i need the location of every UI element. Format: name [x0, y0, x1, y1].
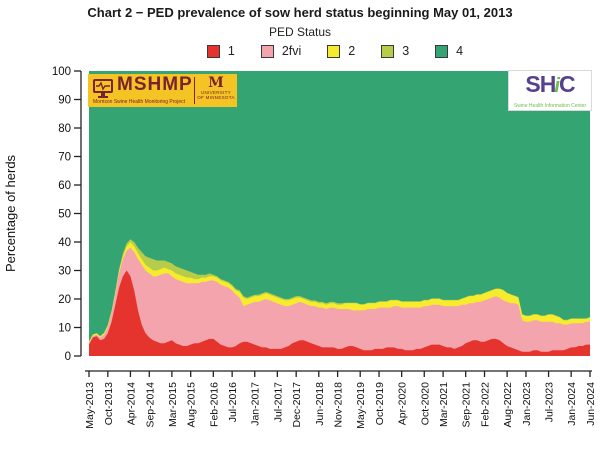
y-axis-tick-label: 100 — [52, 66, 71, 78]
x-axis-tick-label: Sep-2014 — [144, 382, 156, 428]
y-axis-tick-label: 90 — [58, 95, 71, 107]
y-axis-tick-label: 10 — [58, 323, 71, 335]
x-axis-tick-label: Jan-2024 — [566, 382, 578, 426]
legend-item-status-2fvi: 2fvi — [260, 44, 302, 58]
mshmp-acronym: MSHMP — [117, 74, 193, 95]
x-axis-tick-label: Oct-2019 — [374, 382, 386, 425]
y-axis-tick-label: 40 — [58, 237, 71, 249]
legend-label: 4 — [456, 44, 464, 58]
umn-text-line2: of Minnesota — [197, 95, 235, 100]
mshmp-divider — [194, 77, 195, 104]
legend-item-status-3: 3 — [381, 44, 409, 58]
x-axis-tick-label: Apr-2014 — [125, 382, 137, 425]
x-axis-tick-label: Jul-2016 — [227, 382, 239, 422]
x-axis-tick-label: Jul-2017 — [272, 382, 284, 422]
shic-acronym: SHiC — [509, 72, 591, 100]
legend-swatch-status-3 — [381, 44, 395, 58]
legend-swatch-status-4 — [435, 44, 449, 58]
y-axis-tick-label: 30 — [58, 266, 71, 278]
x-axis-tick-label: Mar-2015 — [167, 382, 179, 427]
x-axis-tick-label: Aug-2015 — [186, 382, 198, 428]
page-title: Chart 2 − PED prevalence of sow herd sta… — [87, 5, 513, 20]
x-axis-tick-label: May-2019 — [355, 382, 367, 429]
area-status-2fvi — [89, 247, 590, 356]
x-axis-tick-label: Jan-2023 — [521, 382, 533, 426]
legend: 1 2fvi 2 3 4 — [70, 43, 600, 59]
x-axis-tick-label: Sep-2021 — [461, 382, 473, 428]
y-axis-tick-label: 50 — [58, 209, 71, 221]
mshmp-subtitle: Morrison Swine Health Monitoring Project — [93, 99, 185, 105]
x-axis-tick-label: Nov-2018 — [333, 382, 345, 428]
legend-label: 3 — [402, 44, 410, 58]
legend-swatch-status-1 — [206, 44, 220, 58]
legend-item-status-2: 2 — [327, 44, 355, 58]
y-axis-tick-label: 70 — [58, 152, 71, 164]
legend-title: PED Status — [268, 25, 332, 39]
mshmp-logo: MSHMP Morrison Swine Health Monitoring P… — [88, 74, 237, 107]
shic-letter-i-icon: i — [554, 75, 560, 97]
x-axis-tick-label: Oct-2020 — [419, 382, 431, 425]
x-axis-tick-label: May-2013 — [84, 382, 96, 429]
x-axis-tick-label: Jun-2018 — [314, 382, 326, 426]
x-axis-tick-label: Feb-2022 — [480, 382, 492, 427]
area-status-1 — [89, 270, 590, 356]
legend-label: 2fvi — [281, 44, 302, 58]
y-axis-tick-label: 20 — [58, 294, 71, 306]
legend-swatch-status-2 — [327, 44, 341, 58]
x-axis-tick-label: Jan-2017 — [250, 382, 262, 426]
shic-logo: SHiC Swine Health Information Center — [508, 70, 592, 111]
x-axis-tick-label: Aug-2022 — [502, 382, 514, 428]
x-axis-tick-label: Oct-2013 — [103, 382, 115, 425]
y-axis-tick-label: 80 — [58, 123, 71, 135]
x-axis-tick-label: Jun-2024 — [585, 382, 597, 426]
y-axis-tick-label: 60 — [58, 180, 71, 192]
shic-letter-c: C — [558, 71, 576, 97]
shic-letters-sh: SH — [525, 71, 556, 97]
legend-label: 2 — [348, 44, 356, 58]
legend-item-status-1: 1 — [206, 44, 235, 58]
x-axis-tick-label: Mar-2021 — [438, 382, 450, 427]
legend-label: 1 — [227, 44, 235, 58]
legend-item-status-4: 4 — [435, 44, 463, 58]
legend-swatch-status-2fvi — [260, 44, 274, 58]
y-axis-tick-label: 0 — [65, 351, 71, 363]
umn-logo: M University of Minnesota — [196, 76, 236, 100]
monitor-heartbeat-icon — [93, 79, 113, 98]
x-axis-tick-label: Apr-2020 — [397, 382, 409, 425]
x-axis-tick-label: Jul-2023 — [544, 382, 556, 422]
y-axis-title: Percentage of herds — [3, 154, 18, 272]
umn-block-m-icon: M — [208, 75, 224, 91]
x-axis-tick-label: Dec-2017 — [291, 382, 303, 428]
umn-text-line1: University — [200, 90, 231, 95]
x-axis-tick-label: Feb-2016 — [208, 382, 220, 427]
shic-subtitle: Swine Health Information Center — [513, 103, 587, 109]
